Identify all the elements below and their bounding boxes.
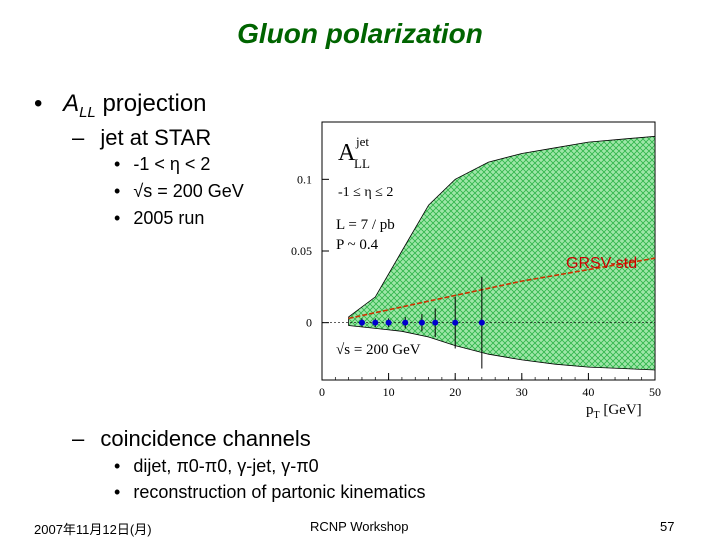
item-sqrt-s: • √s = 200 GeV (114, 181, 244, 202)
y-tick-label: 0 (306, 316, 312, 330)
item-reconstruction: • reconstruction of partonic kinematics (114, 482, 425, 503)
data-point (385, 319, 392, 326)
item-sqrt-s-text: √s = 200 GeV (133, 181, 244, 201)
dash-marker: – (72, 426, 85, 451)
item-marker: • (114, 181, 121, 201)
chart-xlabel: pT [GeV] (586, 402, 642, 421)
x-tick-label: 30 (516, 385, 528, 399)
data-point (452, 319, 459, 326)
footer-event: RCNP Workshop (310, 519, 409, 534)
uncertainty-band (348, 135, 656, 371)
data-point (432, 319, 439, 326)
grsv-std-curve (348, 257, 656, 320)
annotation-polarization: P ~ 0.4 (336, 237, 379, 253)
x-tick-label: 50 (649, 385, 661, 399)
bullet-1-symbol: A (63, 90, 80, 117)
dash-marker: – (72, 125, 85, 150)
sub-bullet-jet-text: jet at STAR (100, 125, 212, 150)
item-reconstruction-text: reconstruction of partonic kinematics (133, 482, 426, 502)
slide-title: Gluon polarization (237, 18, 483, 49)
item-marker: • (114, 482, 121, 502)
item-marker: • (114, 154, 121, 174)
bullet-1-subscript: LL (79, 103, 96, 121)
item-run-text: 2005 run (133, 208, 205, 228)
bullet-1-text: projection (95, 90, 207, 117)
sub-bullet-coincidence: – coincidence channels (72, 426, 311, 452)
data-point (372, 319, 379, 326)
item-eta-text: -1 < η < 2 (133, 154, 211, 174)
y-tick-label: 0.05 (291, 244, 312, 258)
annotation-eta: -1 ≤ η ≤ 2 (338, 185, 393, 200)
chart-ylabel: A (338, 140, 356, 166)
item-eta: • -1 < η < 2 (114, 154, 210, 175)
data-point (358, 319, 365, 326)
footer-date: 2007年11月12日(月) (34, 522, 152, 537)
x-tick-label: 10 (383, 385, 395, 399)
item-run: • 2005 run (114, 208, 204, 229)
item-marker: • (114, 208, 121, 228)
chart-ylabel-sup: jet (355, 134, 369, 149)
curve-label-grsv-std: GRSV-std (566, 255, 637, 272)
x-tick-label: 0 (319, 385, 325, 399)
data-point (418, 319, 425, 326)
footer-page-number: 57 (660, 519, 675, 534)
x-tick-label: 20 (449, 385, 461, 399)
data-point (402, 319, 409, 326)
x-tick-label: 40 (582, 385, 594, 399)
item-channels-text: dijet, π0-π0, γ-jet, γ-π0 (133, 456, 319, 476)
bullet-marker: • (34, 90, 43, 117)
sub-bullet-jet: – jet at STAR (72, 125, 211, 151)
item-marker: • (114, 456, 121, 476)
item-channels: • dijet, π0-π0, γ-jet, γ-π0 (114, 456, 319, 477)
annotation-energy: √s = 200 GeV (336, 342, 421, 358)
bullet-1: • ALL projection (34, 90, 207, 121)
data-point (478, 319, 485, 326)
y-tick-label: 0.1 (297, 172, 312, 186)
sub-bullet-coincidence-text: coincidence channels (100, 426, 311, 451)
annotation-luminosity: L = 7 / pb (336, 217, 395, 233)
chart-ylabel-sub: LL (354, 156, 370, 171)
